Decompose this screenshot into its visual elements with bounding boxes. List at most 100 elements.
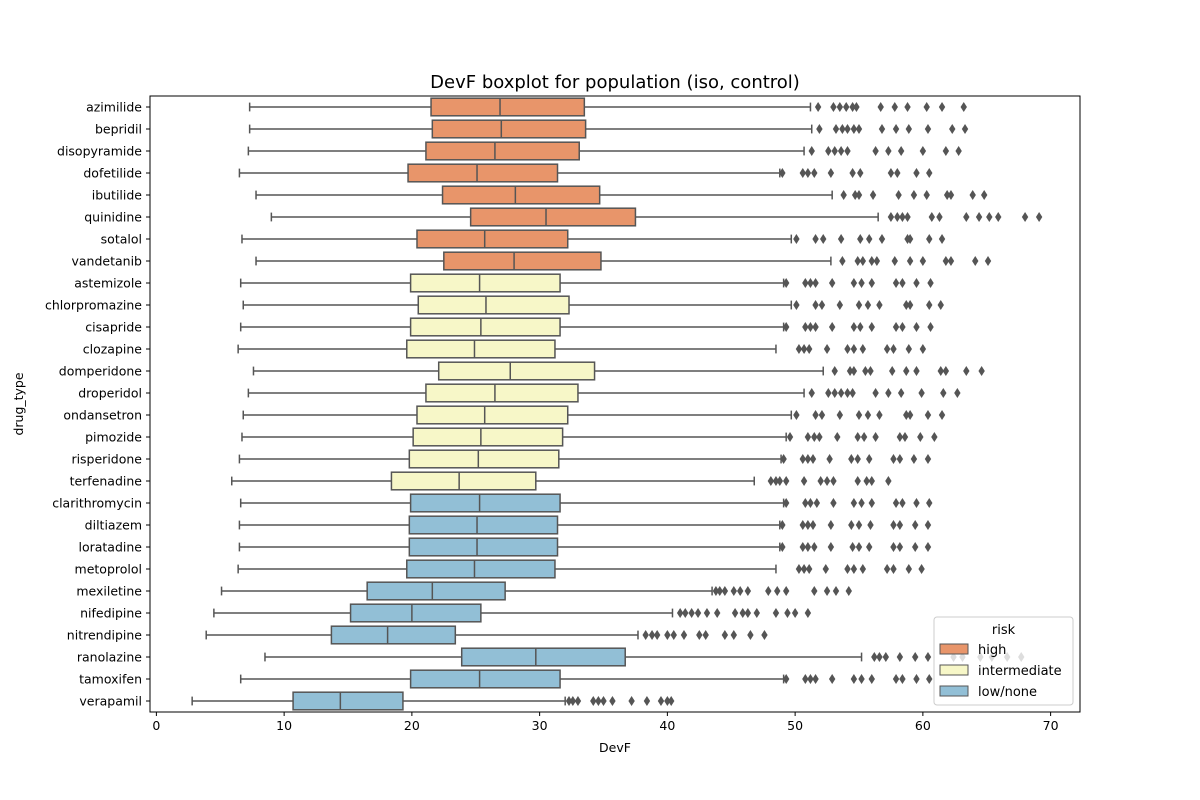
outlier-point <box>702 630 709 640</box>
y-tick-label: ondansetron <box>63 408 142 423</box>
outlier-point <box>949 124 956 134</box>
outlier-point <box>808 388 815 398</box>
box-chlorpromazine <box>242 295 944 315</box>
outlier-point <box>811 586 818 596</box>
outlier-point <box>896 542 904 552</box>
outlier-point <box>844 146 851 156</box>
outlier-point <box>924 520 932 530</box>
outlier-point <box>876 652 883 662</box>
outlier-point <box>765 586 772 596</box>
outlier-point <box>943 190 951 200</box>
outlier-point <box>827 520 835 530</box>
outlier-point <box>899 212 906 222</box>
outlier-point <box>816 124 823 134</box>
outlier-point <box>906 410 914 420</box>
outlier-point <box>955 146 962 156</box>
outlier-point <box>799 168 806 178</box>
outlier-point <box>779 520 786 530</box>
outlier-point <box>837 146 845 156</box>
outlier-point <box>800 476 808 486</box>
outlier-point <box>896 432 904 442</box>
outlier-point <box>818 410 826 420</box>
outlier-point <box>960 102 967 112</box>
outlier-point <box>703 608 711 618</box>
y-tick-label: droperidol <box>78 386 142 401</box>
outlier-point <box>799 520 806 530</box>
outlier-point <box>828 322 836 332</box>
x-tick-label: 60 <box>915 718 931 733</box>
box-vandetanib <box>255 251 992 271</box>
box-ranolazine <box>264 647 1025 667</box>
outlier-point <box>895 190 902 200</box>
outlier-point <box>913 168 920 178</box>
outlier-point <box>912 542 919 552</box>
outlier-point <box>905 124 913 134</box>
outlier-point <box>823 344 831 354</box>
outlier-point <box>868 278 875 288</box>
outlier-point <box>811 542 818 552</box>
outlier-point <box>793 300 800 310</box>
outlier-point <box>844 388 851 398</box>
outlier-point <box>805 344 813 354</box>
y-tick-label: nitrendipine <box>67 628 143 643</box>
outlier-point <box>828 674 836 684</box>
outlier-point <box>818 300 826 310</box>
outlier-point <box>807 674 814 684</box>
outlier-point <box>848 454 855 464</box>
outlier-point <box>923 190 930 200</box>
outlier-point <box>872 388 879 398</box>
outlier-point <box>924 652 932 662</box>
outlier-point <box>782 498 790 508</box>
outlier-point <box>827 542 835 552</box>
outlier-point <box>862 366 869 376</box>
outlier-point <box>565 696 573 706</box>
box-iqr <box>443 251 602 271</box>
box-iqr <box>460 647 626 667</box>
outlier-point <box>905 344 913 354</box>
outlier-point <box>903 366 910 376</box>
outlier-point <box>937 366 944 376</box>
outlier-point <box>969 190 976 200</box>
box-iqr <box>425 141 580 161</box>
outlier-point <box>961 124 969 134</box>
outlier-point <box>802 278 809 288</box>
legend-swatch <box>939 685 969 697</box>
outlier-point <box>947 190 955 200</box>
outlier-point <box>866 234 873 244</box>
box-iqr <box>409 273 561 293</box>
box-clozapine <box>237 339 927 359</box>
outlier-point <box>628 696 635 706</box>
outlier-point <box>670 630 677 640</box>
outlier-point <box>642 630 649 640</box>
outlier-point <box>931 432 938 442</box>
outlier-point <box>857 168 864 178</box>
box-domperidone <box>252 361 985 381</box>
box-terfenadine <box>231 471 892 491</box>
legend-swatch <box>939 643 969 655</box>
outlier-point <box>937 300 944 310</box>
outlier-point <box>849 388 856 398</box>
outlier-point <box>844 344 851 354</box>
outlier-point <box>809 520 817 530</box>
box-ibutilide <box>255 185 988 205</box>
y-tick-label: cisapride <box>85 320 142 335</box>
outlier-point <box>980 190 988 200</box>
outlier-point <box>713 608 721 618</box>
outlier-point <box>903 300 910 310</box>
y-tick-label: loratadine <box>78 540 142 555</box>
outlier-point <box>942 256 950 266</box>
outlier-point <box>799 542 806 552</box>
box-clarithromycin <box>239 493 933 513</box>
legend-label: intermediate <box>978 664 1062 679</box>
x-tick-label: 0 <box>152 718 160 733</box>
outlier-point <box>850 564 858 574</box>
outlier-point <box>919 344 927 354</box>
outlier-point <box>855 542 863 552</box>
outlier-point <box>876 410 883 420</box>
y-tick-label: quinidine <box>84 210 142 225</box>
outlier-point <box>913 366 920 376</box>
box-pimozide <box>241 427 938 447</box>
outlier-point <box>894 212 901 222</box>
outlier-point <box>793 234 800 244</box>
outlier-point <box>890 454 897 464</box>
